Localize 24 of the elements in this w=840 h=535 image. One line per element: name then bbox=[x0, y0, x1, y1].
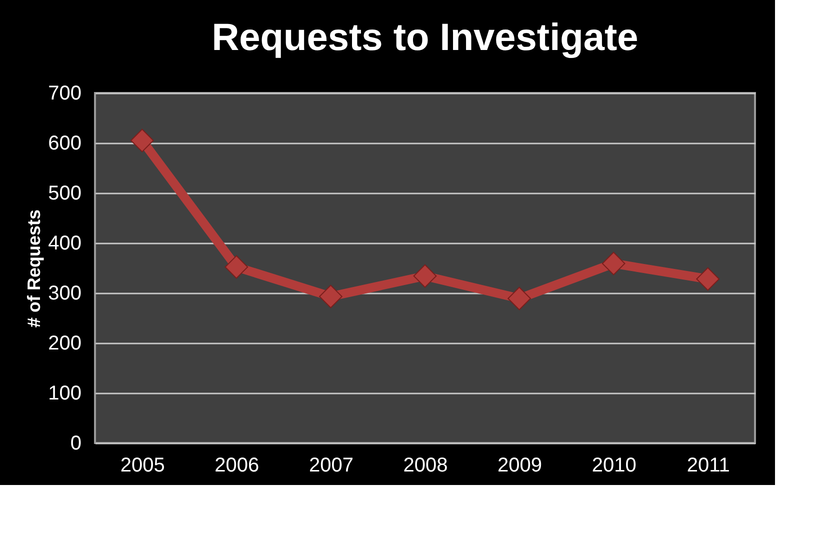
y-tick-label: 500 bbox=[48, 182, 82, 204]
x-tick-label: 2005 bbox=[120, 454, 165, 476]
point bbox=[696, 267, 720, 291]
point bbox=[130, 128, 154, 152]
y-tick-label: 300 bbox=[48, 282, 82, 304]
x-tick-label: 2009 bbox=[498, 454, 542, 476]
y-tick-label: 400 bbox=[48, 232, 82, 254]
x-tick-label: 2008 bbox=[403, 454, 448, 476]
point bbox=[224, 255, 248, 279]
y-tick-label: 200 bbox=[48, 332, 82, 354]
y-tick-label: 100 bbox=[48, 382, 82, 404]
point bbox=[413, 264, 437, 288]
y-tick-label: 600 bbox=[48, 132, 82, 154]
chart-title: Requests to Investigate bbox=[212, 17, 638, 59]
point bbox=[319, 284, 342, 308]
x-tick-label: 2011 bbox=[686, 454, 730, 476]
point bbox=[602, 252, 626, 276]
x-tick-label: 2006 bbox=[214, 454, 260, 476]
y-tick-label: 700 bbox=[48, 82, 82, 104]
x-tick-label: 2007 bbox=[308, 454, 354, 476]
point bbox=[508, 286, 531, 310]
x-tick-label: 2010 bbox=[592, 454, 636, 476]
y-axis-title: # of Requests bbox=[24, 209, 44, 328]
y-tick-label: 0 bbox=[70, 432, 82, 454]
